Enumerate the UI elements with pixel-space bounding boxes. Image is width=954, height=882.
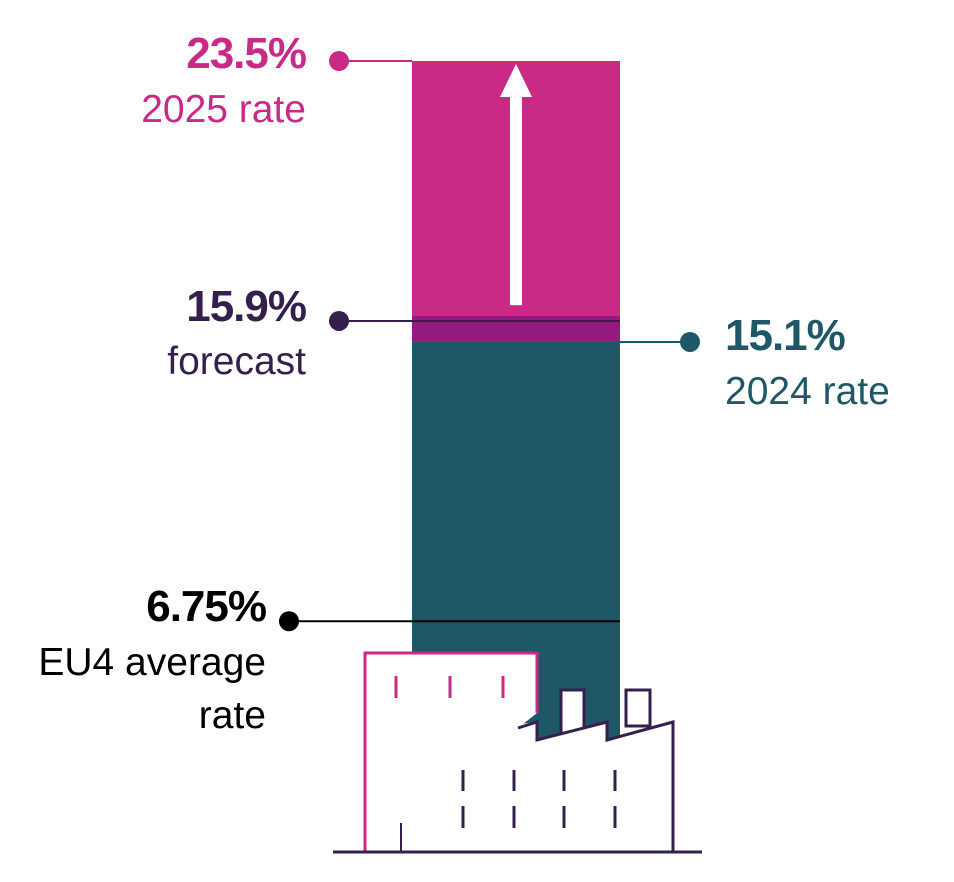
leader-dot-2024 — [680, 331, 700, 352]
value-2025: 23.5% — [186, 29, 307, 78]
up-arrow-icon — [500, 64, 532, 97]
up-arrow-icon-shaft — [510, 97, 522, 306]
value-2024: 15.1% — [725, 311, 846, 360]
label-2025: 2025 rate — [141, 88, 306, 131]
value-eu4: 6.75% — [146, 582, 267, 631]
factory-roof-fill — [364, 722, 673, 742]
label-2024: 2024 rate — [725, 370, 890, 413]
factory-icon — [364, 652, 673, 852]
label-eu4-line1: EU4 average — [38, 641, 266, 684]
value-forecast: 15.9% — [186, 282, 307, 331]
label-eu4-line2: rate — [198, 694, 266, 737]
factory-roof-outline — [517, 719, 675, 852]
factory-building-outline — [363, 651, 539, 852]
label-forecast: forecast — [167, 340, 306, 383]
leader-dot-forecast — [329, 310, 349, 331]
bar-segment-forecast — [412, 315, 620, 342]
leader-dot-2025 — [329, 51, 349, 71]
factory-chimney-2 — [624, 688, 652, 728]
leader-dot-eu4 — [279, 611, 299, 632]
